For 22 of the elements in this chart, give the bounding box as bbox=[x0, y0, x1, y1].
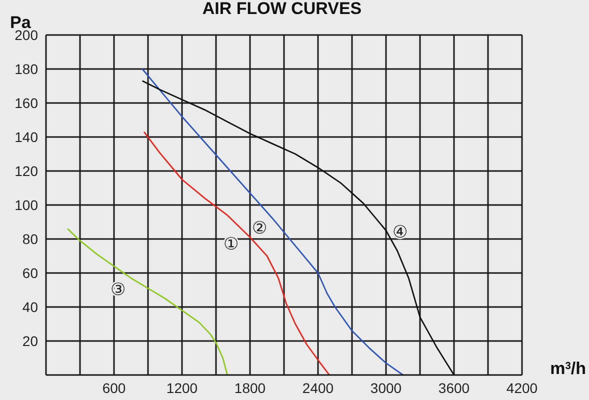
y-tick-label: 60 bbox=[22, 264, 38, 281]
x-tick-label: 4200 bbox=[506, 380, 538, 396]
y-tick-label: 20 bbox=[22, 332, 38, 349]
x-axis-title: m$^{3}$/h bbox=[550, 359, 586, 378]
y-tick-label: 120 bbox=[14, 162, 38, 179]
x-tick-label: 1200 bbox=[166, 380, 198, 396]
x-tick-label: 2400 bbox=[302, 380, 334, 396]
y-tick-label: 140 bbox=[14, 128, 38, 145]
y-tick-label: 160 bbox=[14, 94, 38, 111]
annotation: ① bbox=[224, 234, 238, 254]
annotation: ② bbox=[252, 218, 268, 239]
x-tick-label: 3600 bbox=[438, 380, 470, 396]
annotation: ④ bbox=[392, 222, 408, 242]
y-tick-label: 100 bbox=[14, 196, 38, 213]
x-tick-label: 3000 bbox=[370, 380, 402, 396]
line-series bbox=[143, 131, 330, 375]
y-tick-label: 180 bbox=[14, 60, 38, 77]
y-tick-label: 40 bbox=[22, 298, 38, 315]
x-tick-label: 600 bbox=[102, 380, 126, 396]
y-tick-label: 80 bbox=[22, 230, 38, 247]
chart-title: AIR FLOW CURVES bbox=[202, 0, 362, 18]
x-tick-label: 1800 bbox=[234, 380, 266, 396]
